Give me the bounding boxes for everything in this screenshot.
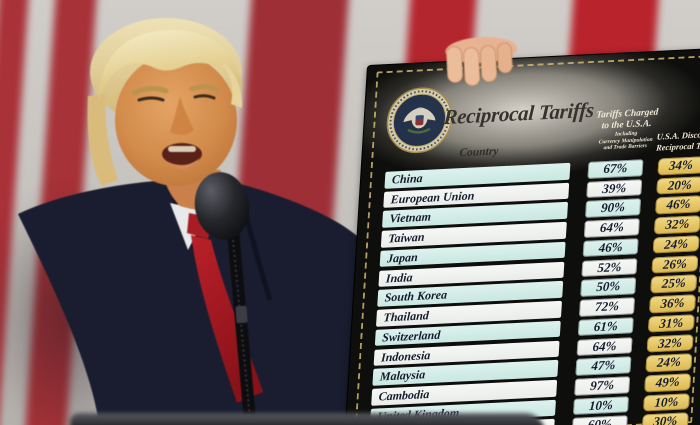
discounted-tariff-cell: 46% xyxy=(655,195,700,215)
discounted-tariff-cell: 24% xyxy=(645,353,693,373)
discounted-tariff-cell: 10% xyxy=(642,392,690,412)
charged-tariff-cell: 67% xyxy=(587,159,644,179)
discounted-tariff-cell: 49% xyxy=(644,373,692,392)
left-eyebrow xyxy=(131,85,169,96)
hair-front-swoop xyxy=(98,30,243,102)
charged-tariff-cell: 10% xyxy=(572,395,629,416)
discounted-tariff-cell: 30% xyxy=(641,412,689,425)
charged-tariff-cell: 52% xyxy=(581,257,638,278)
lower-lip xyxy=(164,158,200,169)
discounted-tariff-cell: 26% xyxy=(651,254,699,274)
microphone xyxy=(194,172,256,422)
left-eye xyxy=(137,96,165,102)
charged-tariff-cell: 72% xyxy=(578,297,636,317)
discounted-tariff-cell: 31% xyxy=(647,314,695,333)
charged-tariff-cell: 50% xyxy=(580,277,637,297)
nose xyxy=(170,96,194,135)
charged-tariff-cell: 64% xyxy=(576,336,633,356)
right-eyebrow xyxy=(189,84,220,93)
presidential-seal-icon xyxy=(386,87,453,154)
hair-temple xyxy=(222,62,243,108)
hand-holding-board xyxy=(445,37,518,87)
charged-tariff-cell: 64% xyxy=(583,218,640,238)
discounted-tariff-cell: 36% xyxy=(648,294,697,314)
tariff-table: China 67% 34% European Union 39% 20% Vie… xyxy=(345,49,700,425)
discounted-tariff-cell: 32% xyxy=(646,333,694,353)
discounted-tariff-cell: 20% xyxy=(656,175,700,195)
discounted-tariff-cell: 24% xyxy=(652,235,700,254)
charged-tariff-cell: 60% xyxy=(571,415,628,425)
teeth xyxy=(168,146,196,152)
charged-tariff-cell: 39% xyxy=(586,178,643,199)
charged-tariff-cell: 46% xyxy=(582,238,639,258)
charged-tariff-cell: 90% xyxy=(585,198,642,218)
charged-tariff-cell: 97% xyxy=(574,376,631,396)
discounted-tariff-cell: 32% xyxy=(653,215,700,235)
mic-stand-clip xyxy=(235,305,248,324)
charged-tariff-cell: 61% xyxy=(577,317,634,337)
right-eye xyxy=(193,94,216,100)
discounted-tariff-cell: 34% xyxy=(657,156,700,175)
hair-side xyxy=(87,94,118,186)
charged-tariff-cell: 47% xyxy=(575,356,632,376)
discounted-tariff-cell: 25% xyxy=(650,274,698,294)
head xyxy=(87,18,243,186)
podium xyxy=(70,413,545,425)
mic-windscreen xyxy=(194,172,250,240)
tariff-board: Reciprocal Tariffs Country Tariffs Charg… xyxy=(344,48,700,425)
